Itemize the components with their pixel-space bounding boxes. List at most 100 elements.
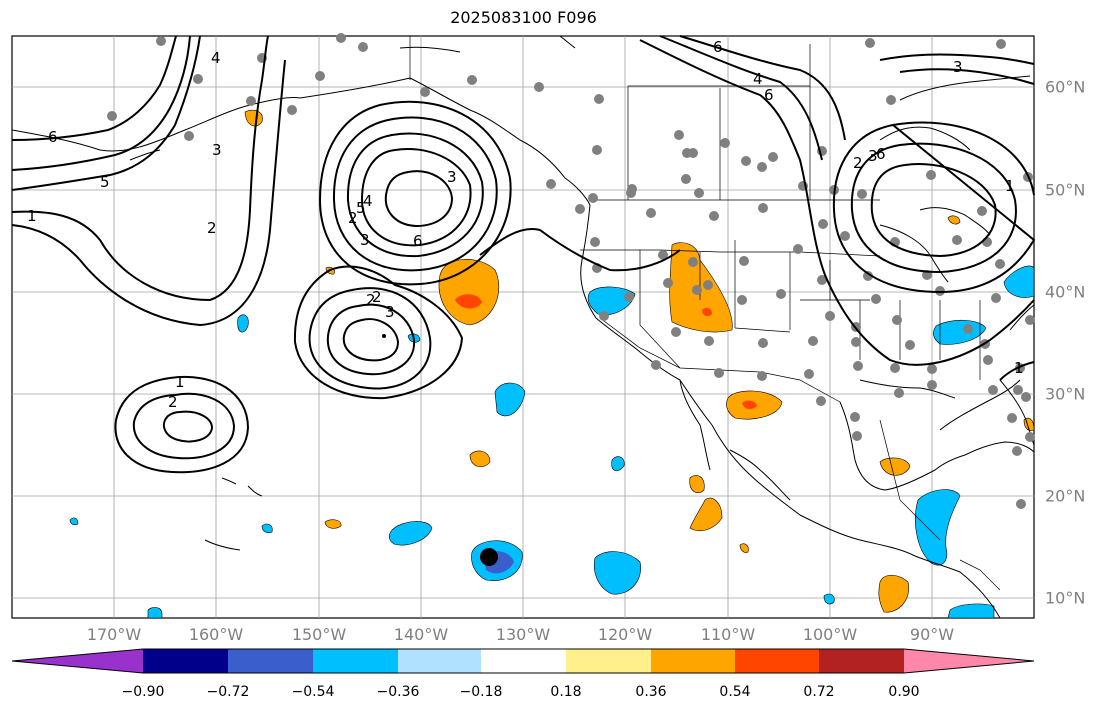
colorbar-segment — [566, 649, 651, 673]
contour-line — [879, 53, 1035, 65]
contour-line — [11, 35, 201, 191]
positive-anomaly — [879, 457, 911, 476]
contour-line — [659, 35, 823, 161]
contour-label: 6 — [413, 232, 423, 250]
colorbar-tick-label: −0.72 — [206, 684, 250, 700]
negative-anomaly — [494, 382, 526, 417]
colorbar-tick-label: 0.72 — [803, 684, 835, 700]
contour-line — [999, 361, 1035, 381]
contour-line — [11, 59, 286, 327]
lon-label: 130°W — [495, 625, 551, 644]
colorbar-segment — [651, 649, 735, 673]
lat-label: 20°N — [1045, 486, 1086, 506]
colorbar-tick-label: 0.90 — [888, 684, 920, 700]
colorbar-segment — [313, 649, 398, 673]
colorbar-tick-label: 0.18 — [550, 684, 582, 700]
low-center-marker — [382, 334, 386, 338]
contour-label-group: 4 3 2 6 5 1 3 6 2 5 4 3 2 6 4 6 3 2 3 6 … — [27, 38, 1024, 411]
contour-label: 2 — [366, 291, 376, 309]
contour-label: 5 — [100, 173, 110, 191]
negative-anomaly — [611, 456, 625, 472]
negative-anomaly — [237, 314, 249, 333]
negative-anomaly — [823, 593, 835, 605]
positive-anomaly — [947, 215, 961, 225]
contour-line — [11, 35, 269, 302]
contour-label: 5 — [356, 199, 366, 217]
lon-label: 110°W — [700, 625, 756, 644]
positive-anomaly — [739, 543, 749, 553]
lon-label: 150°W — [291, 625, 347, 644]
lon-label: 100°W — [802, 625, 858, 644]
contour-ring — [342, 318, 400, 362]
contour-ring — [162, 410, 214, 443]
contour-line — [11, 35, 177, 141]
contour-ring — [870, 163, 997, 258]
colorbar-segment — [143, 649, 228, 673]
station-markers — [107, 33, 1035, 509]
contour-label: 2 — [168, 393, 178, 411]
positive-anomaly — [469, 450, 491, 468]
colorbar-low-extend — [12, 649, 143, 673]
colorbar-tick-label: −0.36 — [376, 684, 420, 700]
contour-line — [639, 39, 1035, 366]
contour-line — [11, 35, 191, 171]
contour-label: 3 — [385, 303, 395, 321]
contour-label: 2 — [853, 154, 863, 172]
contour-label: 3 — [212, 141, 222, 159]
contour-ring — [384, 170, 454, 228]
colorbar-segment — [481, 649, 566, 673]
positive-anomaly — [878, 574, 909, 613]
negative-anomaly — [593, 551, 641, 595]
negative-anomaly — [388, 521, 433, 546]
lon-label: 160°W — [188, 625, 244, 644]
contour-label: 4 — [363, 192, 373, 210]
contour-label: 2 — [207, 219, 217, 237]
colorbar — [11, 648, 1035, 674]
colorbar-tick-label: 0.54 — [719, 684, 751, 700]
contour-label: 1 — [175, 373, 185, 391]
anomaly-shading — [69, 109, 1035, 619]
negative-anomaly — [947, 603, 995, 619]
negative-anomaly — [1003, 265, 1035, 298]
positive-anomaly — [689, 497, 723, 531]
contour-ring — [132, 393, 236, 460]
contour-line — [899, 68, 1035, 85]
contour-label: 2 — [348, 209, 358, 227]
contour-ring — [850, 142, 1017, 274]
contour-label: 3 — [868, 147, 878, 165]
contour-ring — [293, 265, 464, 400]
contour-label: 1 — [1014, 359, 1024, 377]
colorbar-tick-label: 0.36 — [635, 684, 667, 700]
storm-center-marker — [480, 548, 498, 566]
positive-anomaly — [324, 519, 342, 529]
contour-line — [679, 35, 846, 141]
colorbar-segment — [228, 649, 313, 673]
contour-ring — [832, 121, 1036, 294]
lat-label: 10°N — [1045, 588, 1086, 608]
colorbar-outline — [11, 648, 1035, 674]
negative-anomaly — [587, 286, 636, 316]
lon-label: 90°W — [909, 625, 955, 644]
positive-anomaly-core — [742, 400, 757, 410]
contour-label: 3 — [447, 168, 457, 186]
colorbar-segment — [398, 649, 481, 673]
negative-anomaly — [933, 319, 987, 345]
contour-ring — [326, 303, 416, 376]
lat-label: 40°N — [1045, 282, 1086, 302]
contour-ring — [308, 287, 432, 390]
contour-ring — [360, 148, 472, 247]
colorbar-high-extend — [904, 649, 1034, 673]
lon-label: 140°W — [393, 625, 449, 644]
lat-label: 30°N — [1045, 384, 1086, 404]
contour-label: 3 — [360, 231, 370, 249]
contour-ring — [332, 116, 498, 272]
lon-label: 170°W — [86, 625, 142, 644]
contour-label: 6 — [713, 38, 723, 56]
positive-anomaly-core — [455, 294, 482, 309]
lon-label: 120°W — [597, 625, 653, 644]
coastlines — [11, 35, 1035, 619]
negative-anomaly — [147, 607, 163, 619]
contour-label: 1 — [27, 207, 37, 225]
positive-anomaly-core — [702, 307, 712, 317]
